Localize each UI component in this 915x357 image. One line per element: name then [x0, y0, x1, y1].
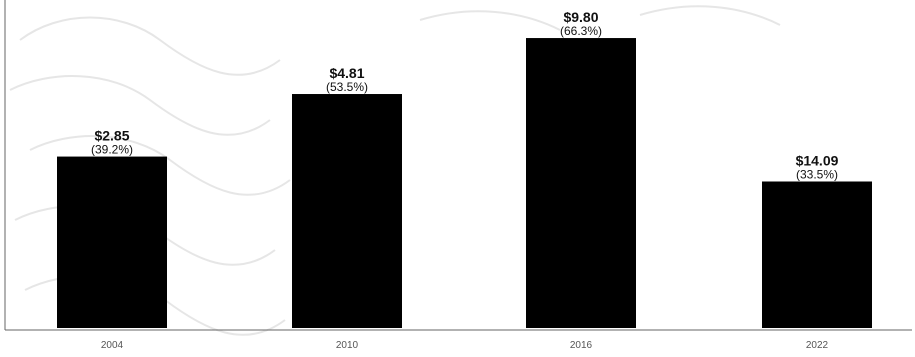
value-label-2010: $4.81: [329, 65, 364, 81]
percent-label-2004: (39.2%): [91, 143, 133, 157]
x-tick-label-2016: 2016: [570, 340, 593, 351]
percent-label-2016: (66.3%): [560, 24, 602, 38]
bar-2016: [526, 38, 636, 328]
percent-label-2010: (53.5%): [326, 80, 368, 94]
value-label-2022: $14.09: [796, 152, 839, 168]
x-tick-label-2010: 2010: [336, 340, 359, 351]
value-label-2016: $9.80: [563, 9, 598, 25]
bar-2010: [292, 94, 402, 328]
bar-2022: [762, 181, 872, 328]
bar-2004: [57, 156, 167, 328]
x-tick-label-2004: 2004: [101, 340, 124, 351]
x-tick-label-2022: 2022: [806, 340, 829, 351]
percent-label-2022: (33.5%): [796, 167, 838, 181]
value-label-2004: $2.85: [94, 128, 129, 144]
